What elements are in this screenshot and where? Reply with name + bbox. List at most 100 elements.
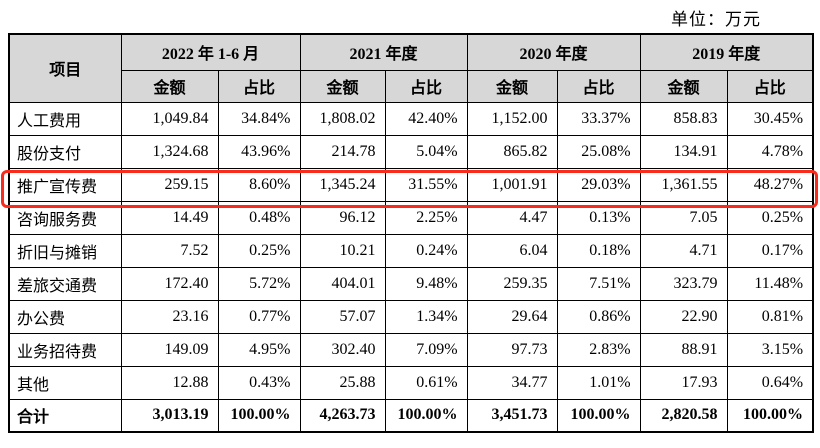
cell-value: 214.78 — [299, 134, 386, 169]
col-header-amount-2020: 金额 — [466, 69, 558, 103]
col-header-ratio-2019: 占比 — [726, 69, 814, 103]
row-item-label: 人工费用 — [8, 101, 122, 136]
cell-value: 134.91 — [639, 134, 728, 169]
table-header: 项目 2022 年 1-6 月 2021 年度 2020 年度 2019 年度 … — [8, 33, 814, 103]
cell-value: 1.34% — [384, 299, 468, 334]
cell-value: 2.25% — [384, 200, 468, 235]
row-item-label: 差旅交通费 — [8, 266, 122, 301]
cell-value: 43.96% — [217, 134, 301, 169]
table-row-share-payment: 股份支付 1,324.68 43.96% 214.78 5.04% 865.82… — [8, 134, 814, 169]
cell-value: 34.77 — [466, 365, 558, 400]
expense-table: 项目 2022 年 1-6 月 2021 年度 2020 年度 2019 年度 … — [8, 33, 815, 433]
cell-value: 1,361.55 — [639, 167, 728, 202]
cell-value: 25.88 — [299, 365, 386, 400]
cell-value: 3,451.73 — [466, 398, 558, 433]
header-subheader-row: 金额 占比 金额 占比 金额 占比 金额 占比 — [9, 69, 814, 103]
table-row-travel-expense: 差旅交通费 172.40 5.72% 404.01 9.48% 259.35 7… — [8, 266, 814, 301]
cell-value: 404.01 — [299, 266, 386, 301]
cell-value: 30.45% — [726, 101, 814, 136]
cell-value: 88.91 — [639, 332, 728, 367]
cell-value: 7.52 — [120, 233, 219, 268]
row-item-label: 合计 — [8, 398, 122, 433]
cell-value: 5.04% — [384, 134, 468, 169]
col-header-period-2022: 2022 年 1-6 月 — [120, 33, 301, 71]
cell-value: 48.27% — [726, 167, 814, 202]
cell-value: 100.00% — [384, 398, 468, 433]
col-header-ratio-2021: 占比 — [384, 69, 468, 103]
row-item-label: 其他 — [8, 365, 122, 400]
unit-label: 单位：万元 — [671, 10, 761, 29]
col-header-period-2019: 2019 年度 — [639, 33, 814, 71]
col-header-period-2020: 2020 年度 — [466, 33, 641, 71]
row-item-label: 咨询服务费 — [8, 200, 122, 235]
cell-value: 100.00% — [217, 398, 301, 433]
cell-value: 0.18% — [556, 233, 641, 268]
col-header-period-2021: 2021 年度 — [299, 33, 468, 71]
cell-value: 323.79 — [639, 266, 728, 301]
cell-value: 0.24% — [384, 233, 468, 268]
cell-value: 17.93 — [639, 365, 728, 400]
col-header-amount-2022: 金额 — [120, 69, 219, 103]
cell-value: 11.48% — [726, 266, 814, 301]
row-item-label: 折旧与摊销 — [8, 233, 122, 268]
cell-value: 1,152.00 — [466, 101, 558, 136]
cell-value: 0.25% — [726, 200, 814, 235]
cell-value: 34.84% — [217, 101, 301, 136]
cell-value: 1,345.24 — [299, 167, 386, 202]
row-item-label: 股份支付 — [8, 134, 122, 169]
cell-value: 12.88 — [120, 365, 219, 400]
row-item-label: 推广宣传费 — [8, 167, 122, 202]
cell-value: 10.21 — [299, 233, 386, 268]
cell-value: 7.09% — [384, 332, 468, 367]
cell-value: 4,263.73 — [299, 398, 386, 433]
cell-value: 0.81% — [726, 299, 814, 334]
cell-value: 7.05 — [639, 200, 728, 235]
cell-value: 1,049.84 — [120, 101, 219, 136]
cell-value: 0.64% — [726, 365, 814, 400]
col-header-ratio-2020: 占比 — [556, 69, 641, 103]
cell-value: 22.90 — [639, 299, 728, 334]
cell-value: 3.15% — [726, 332, 814, 367]
table-row-total: 合计 3,013.19 100.00% 4,263.73 100.00% 3,4… — [8, 398, 814, 433]
cell-value: 97.73 — [466, 332, 558, 367]
cell-value: 1,808.02 — [299, 101, 386, 136]
cell-value: 865.82 — [466, 134, 558, 169]
cell-value: 4.47 — [466, 200, 558, 235]
cell-value: 31.55% — [384, 167, 468, 202]
cell-value: 42.40% — [384, 101, 468, 136]
cell-value: 23.16 — [120, 299, 219, 334]
cell-value: 0.77% — [217, 299, 301, 334]
cell-value: 302.40 — [299, 332, 386, 367]
cell-value: 172.40 — [120, 266, 219, 301]
cell-value: 0.48% — [217, 200, 301, 235]
cell-value: 29.64 — [466, 299, 558, 334]
row-item-label: 办公费 — [8, 299, 122, 334]
cell-value: 0.43% — [217, 365, 301, 400]
cell-value: 9.48% — [384, 266, 468, 301]
cell-value: 100.00% — [556, 398, 641, 433]
cell-value: 25.08% — [556, 134, 641, 169]
col-header-ratio-2022: 占比 — [217, 69, 301, 103]
cell-value: 96.12 — [299, 200, 386, 235]
cell-value: 0.61% — [384, 365, 468, 400]
table-row-consulting-fee: 咨询服务费 14.49 0.48% 96.12 2.25% 4.47 0.13%… — [8, 200, 814, 235]
cell-value: 7.51% — [556, 266, 641, 301]
cell-value: 0.13% — [556, 200, 641, 235]
cell-value: 259.15 — [120, 167, 219, 202]
cell-value: 1.01% — [556, 365, 641, 400]
cell-value: 4.71 — [639, 233, 728, 268]
cell-value: 57.07 — [299, 299, 386, 334]
cell-value: 2,820.58 — [639, 398, 728, 433]
cell-value: 29.03% — [556, 167, 641, 202]
cell-value: 2.83% — [556, 332, 641, 367]
cell-value: 0.17% — [726, 233, 814, 268]
cell-value: 1,001.91 — [466, 167, 558, 202]
header-period-row: 项目 2022 年 1-6 月 2021 年度 2020 年度 2019 年度 — [8, 33, 814, 103]
cell-value: 149.09 — [120, 332, 219, 367]
cell-value: 100.00% — [726, 398, 814, 433]
col-header-amount-2019: 金额 — [639, 69, 728, 103]
cell-value: 33.37% — [556, 101, 641, 136]
cell-value: 259.35 — [466, 266, 558, 301]
table-row-other: 其他 12.88 0.43% 25.88 0.61% 34.77 1.01% 1… — [8, 365, 814, 400]
table-row-office-expense: 办公费 23.16 0.77% 57.07 1.34% 29.64 0.86% … — [8, 299, 814, 334]
